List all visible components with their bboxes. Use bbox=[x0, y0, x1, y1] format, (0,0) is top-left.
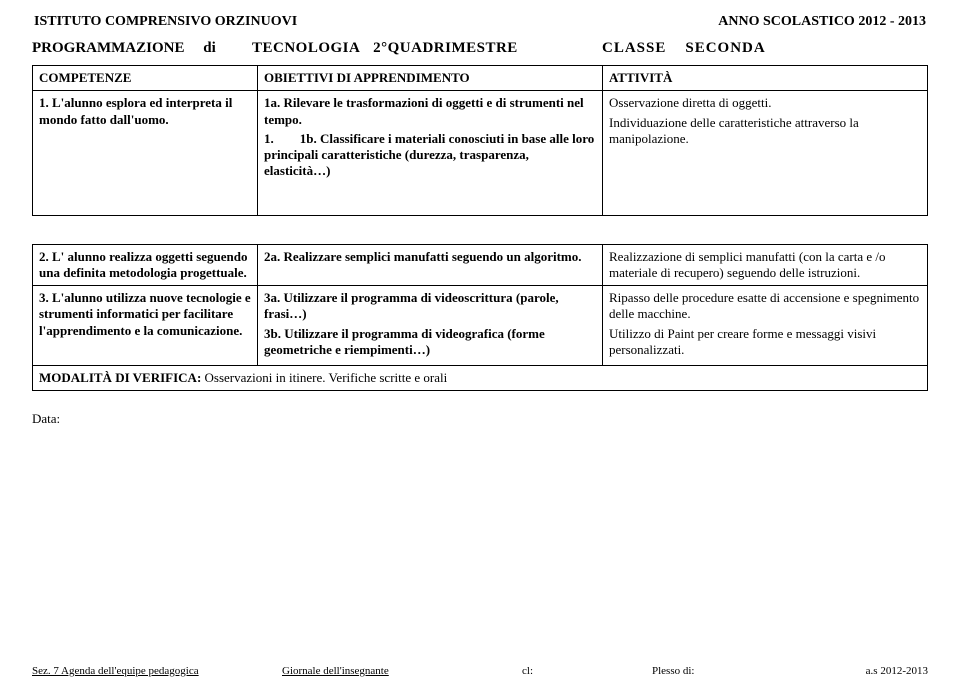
header-row-2: PROGRAMMAZIONE di TECNOLOGIA 2°QUADRIMES… bbox=[32, 40, 928, 57]
modalita-cell: MODALITÀ DI VERIFICA: Osservazioni in it… bbox=[33, 366, 928, 391]
footer-sez: Sez. 7 Agenda dell'equipe pedagogica bbox=[32, 665, 282, 677]
footer-plesso: Plesso di: bbox=[652, 665, 802, 677]
obj-1b-prefix: 1. bbox=[264, 131, 274, 146]
footer-cl: cl: bbox=[522, 665, 652, 677]
obj-1b: 1. 1b. Classificare i materiali conosciu… bbox=[264, 131, 596, 180]
period: 2°QUADRIMESTRE bbox=[373, 40, 518, 56]
programmazione-label: PROGRAMMAZIONE di bbox=[32, 40, 252, 57]
header-row-1: ISTITUTO COMPRENSIVO ORZINUOVI ANNO SCOL… bbox=[32, 14, 928, 30]
attivita-3: Ripasso delle procedure esatte di accens… bbox=[603, 286, 928, 366]
col-obiettivi: OBIETTIVI DI APPRENDIMENTO bbox=[258, 66, 603, 91]
obj-3b: 3b. Utilizzare il programma di videograf… bbox=[264, 326, 596, 359]
prog-word: PROGRAMMAZIONE bbox=[32, 40, 185, 56]
table-row: 3. L'alunno utilizza nuove tecnologie e … bbox=[33, 286, 928, 366]
class-label: CLASSE bbox=[602, 40, 666, 56]
obiettivi-2: 2a. Realizzare semplici manufatti seguen… bbox=[258, 244, 603, 286]
class-info: CLASSE SECONDA bbox=[602, 40, 928, 57]
act-1a: Osservazione diretta di oggetti. bbox=[609, 95, 921, 111]
obj-3a: 3a. Utilizzare il programma di videoscri… bbox=[264, 290, 596, 323]
modalita-text: Osservazioni in itinere. Verifiche scrit… bbox=[205, 370, 448, 385]
attivita-2: Realizzazione di semplici manufatti (con… bbox=[603, 244, 928, 286]
footer: Sez. 7 Agenda dell'equipe pedagogica Gio… bbox=[32, 665, 928, 677]
obj-1b-text: 1b. Classificare i materiali conosciuti … bbox=[264, 131, 594, 179]
second-table: 2. L' alunno realizza oggetti seguendo u… bbox=[32, 244, 928, 392]
obiettivi-3: 3a. Utilizzare il programma di videoscri… bbox=[258, 286, 603, 366]
competenza-2: 2. L' alunno realizza oggetti seguendo u… bbox=[33, 244, 258, 286]
competenza-1: 1. L'alunno esplora ed interpreta il mon… bbox=[33, 91, 258, 215]
table-row: 1. L'alunno esplora ed interpreta il mon… bbox=[33, 91, 928, 215]
school-year: ANNO SCOLASTICO 2012 - 2013 bbox=[718, 14, 926, 30]
footer-as: a.s 2012-2013 bbox=[802, 665, 928, 677]
class-value: SECONDA bbox=[685, 40, 765, 56]
institute-name: ISTITUTO COMPRENSIVO ORZINUOVI bbox=[34, 14, 297, 30]
competenza-3: 3. L'alunno utilizza nuove tecnologie e … bbox=[33, 286, 258, 366]
subject: TECNOLOGIA bbox=[252, 40, 360, 56]
obj-1a: 1a. Rilevare le trasformazioni di oggett… bbox=[264, 95, 596, 128]
obiettivi-1: 1a. Rilevare le trasformazioni di oggett… bbox=[258, 91, 603, 215]
footer-giornale: Giornale dell'insegnante bbox=[282, 665, 522, 677]
subject-period: TECNOLOGIA 2°QUADRIMESTRE bbox=[252, 40, 602, 57]
col-attivita: ATTIVITÀ bbox=[603, 66, 928, 91]
act-3b: Utilizzo di Paint per creare forme e mes… bbox=[609, 326, 921, 359]
prog-di: di bbox=[203, 40, 216, 56]
table-header-row: COMPETENZE OBIETTIVI DI APPRENDIMENTO AT… bbox=[33, 66, 928, 91]
table-gap bbox=[32, 216, 928, 244]
page: ISTITUTO COMPRENSIVO ORZINUOVI ANNO SCOL… bbox=[0, 0, 960, 689]
act-1b: Individuazione delle caratteristiche att… bbox=[609, 115, 921, 148]
data-label: Data: bbox=[32, 411, 928, 427]
attivita-1: Osservazione diretta di oggetti. Individ… bbox=[603, 91, 928, 215]
col-competenze: COMPETENZE bbox=[33, 66, 258, 91]
modalita-label: MODALITÀ DI VERIFICA: bbox=[39, 370, 201, 385]
main-table: COMPETENZE OBIETTIVI DI APPRENDIMENTO AT… bbox=[32, 65, 928, 216]
modalita-row: MODALITÀ DI VERIFICA: Osservazioni in it… bbox=[33, 366, 928, 391]
table-row: 2. L' alunno realizza oggetti seguendo u… bbox=[33, 244, 928, 286]
act-3a: Ripasso delle procedure esatte di accens… bbox=[609, 290, 921, 323]
